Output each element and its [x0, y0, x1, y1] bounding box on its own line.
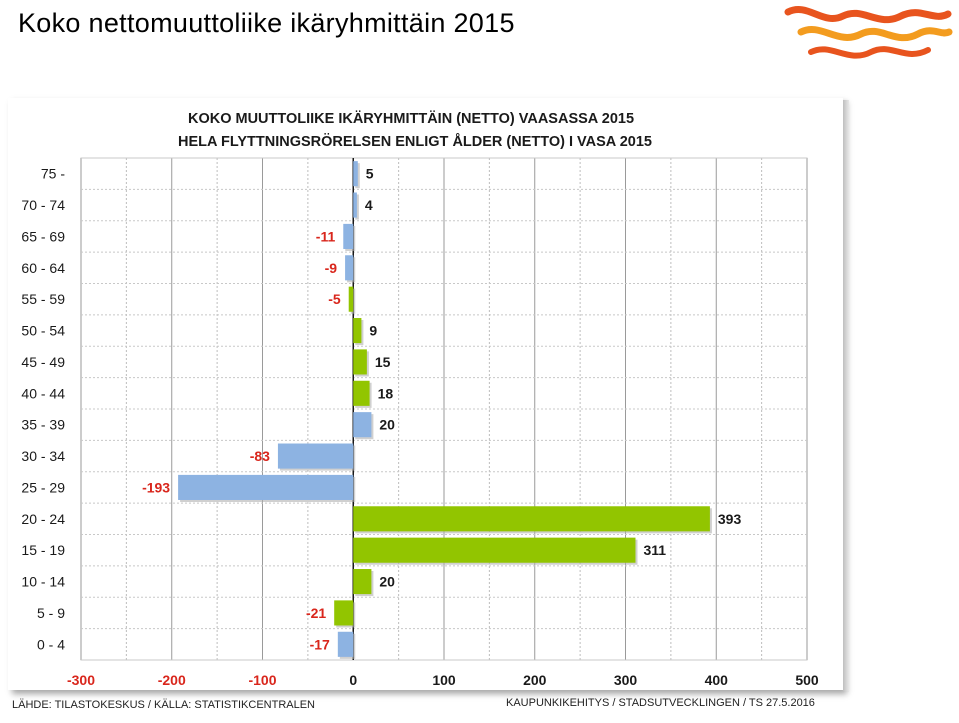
bar — [353, 318, 362, 344]
bar — [353, 412, 372, 438]
y-category-label: 15 - 19 — [21, 542, 65, 558]
y-category-label: 40 - 44 — [21, 385, 65, 401]
x-tick-label: 500 — [795, 672, 819, 688]
data-label: 5 — [366, 166, 374, 182]
data-label: 393 — [718, 511, 742, 527]
slide-title: Koko nettomuuttoliike ikäryhmittäin 2015 — [18, 8, 515, 38]
y-category-label: 60 - 64 — [21, 260, 65, 276]
data-label: -83 — [250, 448, 270, 464]
data-label: -11 — [316, 228, 336, 244]
credit-note: KAUPUNKIKEHITYS / STADSUTVECKLINGEN / TS… — [506, 697, 815, 709]
data-label: 9 — [369, 323, 377, 339]
x-tick-label: 300 — [614, 672, 638, 688]
source-note: LÄHDE: TILASTOKESKUS / KÄLLA: STATISTIKC… — [12, 699, 315, 711]
bar — [337, 631, 354, 657]
wave-logo-icon — [784, 6, 953, 59]
y-category-label: 5 - 9 — [37, 605, 65, 621]
x-tick-label: -300 — [67, 672, 95, 688]
y-category-label: 70 - 74 — [21, 197, 65, 213]
bar — [345, 255, 354, 281]
bar — [277, 443, 354, 469]
chart-subtitle: HELA FLYTTNINGSRÖRELSEN ENLIGT ÅLDER (NE… — [178, 133, 652, 150]
x-tick-label: -100 — [248, 672, 276, 688]
data-label: 4 — [365, 197, 373, 213]
data-label: -5 — [328, 291, 341, 307]
bar — [178, 474, 354, 500]
bar — [343, 223, 354, 249]
bar-layer — [178, 161, 712, 659]
bar — [348, 286, 354, 312]
bar — [353, 192, 357, 218]
bar-shadow — [355, 194, 359, 220]
data-label: 18 — [378, 385, 394, 401]
data-label: -21 — [306, 605, 326, 621]
data-label: 20 — [379, 574, 395, 590]
grid-layer — [80, 157, 808, 661]
bar — [353, 161, 358, 187]
y-category-label: 30 - 34 — [21, 448, 65, 464]
bar — [353, 506, 710, 532]
chart-title: KOKO MUUTTOLIIKE IKÄRYHMITTÄIN (NETTO) V… — [188, 110, 634, 127]
chart-panel-shadow — [843, 100, 849, 692]
bar — [353, 537, 636, 563]
bar — [353, 569, 372, 595]
data-label: -9 — [325, 260, 338, 276]
data-label: -17 — [310, 636, 330, 652]
y-category-label: 65 - 69 — [21, 228, 65, 244]
x-tick-label: -200 — [158, 672, 186, 688]
bar — [334, 600, 354, 626]
y-category-label: 45 - 49 — [21, 354, 65, 370]
y-category-label: 55 - 59 — [21, 291, 65, 307]
y-category-label: 0 - 4 — [37, 636, 65, 652]
data-label: -193 — [142, 479, 170, 495]
x-tick-label: 100 — [432, 672, 456, 688]
data-label: 20 — [379, 417, 395, 433]
y-category-label: 75 - — [41, 166, 65, 182]
y-category-label: 35 - 39 — [21, 417, 65, 433]
data-label: 15 — [375, 354, 391, 370]
data-label: 311 — [643, 542, 666, 558]
y-category-label: 50 - 54 — [21, 323, 65, 339]
label-layer: -300 -200 -100 0 100 200 300 400 500 75 - 5 70 - 74… — [21, 166, 818, 688]
x-tick-label: 400 — [705, 672, 729, 688]
y-category-label: 20 - 24 — [21, 511, 65, 527]
y-category-label: 10 - 14 — [21, 574, 65, 590]
bar — [353, 380, 370, 406]
bar — [353, 349, 367, 375]
x-tick-label: 0 — [349, 672, 357, 688]
y-category-label: 25 - 29 — [21, 479, 65, 495]
x-tick-label: 200 — [523, 672, 547, 688]
